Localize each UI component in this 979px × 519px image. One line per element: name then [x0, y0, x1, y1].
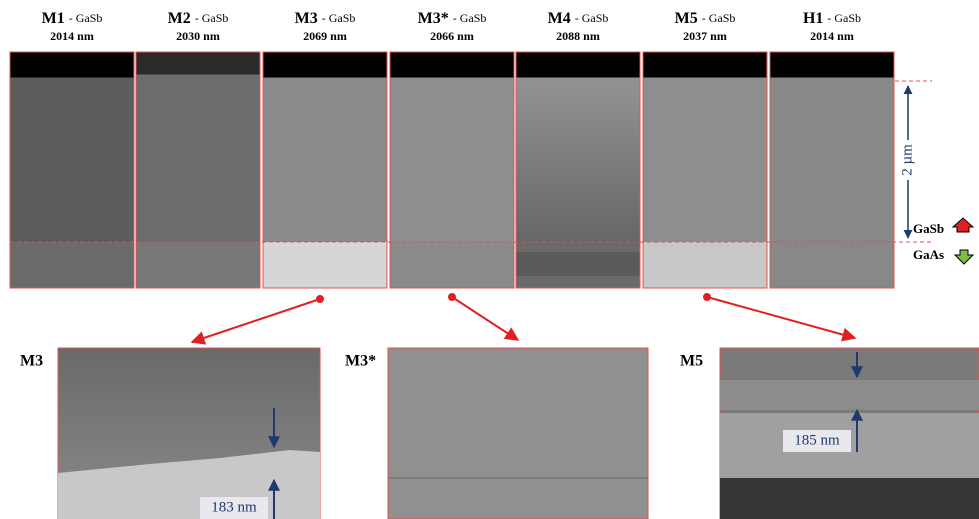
vacuum [264, 53, 387, 78]
measurement: 183 nm [211, 499, 257, 515]
layer [720, 380, 979, 410]
panel-label: M4 [548, 10, 571, 27]
arrow [192, 299, 320, 342]
panel-thickness: 2030 nm [176, 29, 220, 43]
measurement: 185 nm [794, 432, 840, 448]
panel-thickness: 2066 nm [430, 29, 474, 43]
vacuum [137, 53, 260, 75]
vacuum [644, 53, 767, 78]
image [388, 348, 648, 519]
panel-header: M5 - GaSb [675, 10, 736, 27]
panel-label: M5 [675, 10, 698, 27]
page: {"panels":[ {"label":"M1","substrate":"-… [0, 0, 979, 519]
zoom-label: M3 [20, 353, 43, 370]
substrate-layer [644, 242, 767, 288]
panel-label: H1 [803, 10, 823, 27]
panel-label: M3 [295, 10, 318, 27]
zoom-label: M5 [680, 353, 703, 370]
panel-header: M3* - GaSb [418, 10, 487, 27]
top-panels: M1 - GaSb 2014 nm M2 - GaSb 2030 nm M3 - GaSb 20… [10, 10, 894, 288]
panel-header: M2 - GaSb [168, 10, 229, 27]
panel-thickness: 2069 nm [303, 29, 347, 43]
zoom-m3star: M3* [345, 348, 648, 519]
panel-substrate: - GaSb [827, 11, 861, 25]
panel-label: M1 [42, 10, 65, 27]
vacuum [771, 53, 894, 78]
panel-thickness: 2088 nm [556, 29, 600, 43]
panel-substrate: - GaSb [195, 11, 229, 25]
substrate-layer [771, 242, 894, 288]
zoom-label: M3* [345, 353, 376, 370]
panel-header: M4 - GaSb [548, 10, 609, 27]
arrow [707, 297, 855, 338]
layer-label: GaAs [913, 247, 944, 262]
vacuum [517, 53, 640, 78]
layer [720, 478, 979, 519]
panel-substrate: - GaSb [575, 11, 609, 25]
up-arrow [953, 218, 973, 232]
layer-label: GaSb [913, 221, 944, 236]
substrate-layer [11, 242, 134, 288]
arrow [452, 297, 518, 340]
down-arrow [955, 250, 973, 264]
panel-thickness: 2014 nm [50, 29, 94, 43]
panel-label: M3* [418, 10, 449, 27]
panel-header: M3 - GaSb [295, 10, 356, 27]
figure: M1 - GaSb 2014 nm M2 - GaSb 2030 nm M3 - GaSb 20… [0, 0, 979, 519]
scale-label: 2 µm [899, 144, 915, 176]
zoom-m3: M3 183 nm [20, 348, 320, 519]
vacuum [391, 53, 514, 78]
band [517, 252, 640, 276]
panel-header: M1 - GaSb [42, 10, 103, 27]
substrate-layer [137, 242, 260, 288]
panel-thickness: 2037 nm [683, 29, 727, 43]
panel-substrate: - GaSb [69, 11, 103, 25]
panel-substrate: - GaSb [453, 11, 487, 25]
zoom-connectors [192, 293, 855, 342]
panel-substrate: - GaSb [702, 11, 736, 25]
panel-substrate: - GaSb [322, 11, 356, 25]
panel-header: H1 - GaSb [803, 10, 861, 27]
panel-thickness: 2014 nm [810, 29, 854, 43]
panel-label: M2 [168, 10, 191, 27]
substrate-layer [391, 242, 514, 288]
vacuum [11, 53, 134, 78]
zoom-m5: M5 185 nm [680, 348, 979, 519]
body: M1 - GaSb 2014 nm M2 - GaSb 2030 nm M3 - GaSb 20… [0, 0, 979, 519]
substrate-layer [264, 242, 387, 288]
